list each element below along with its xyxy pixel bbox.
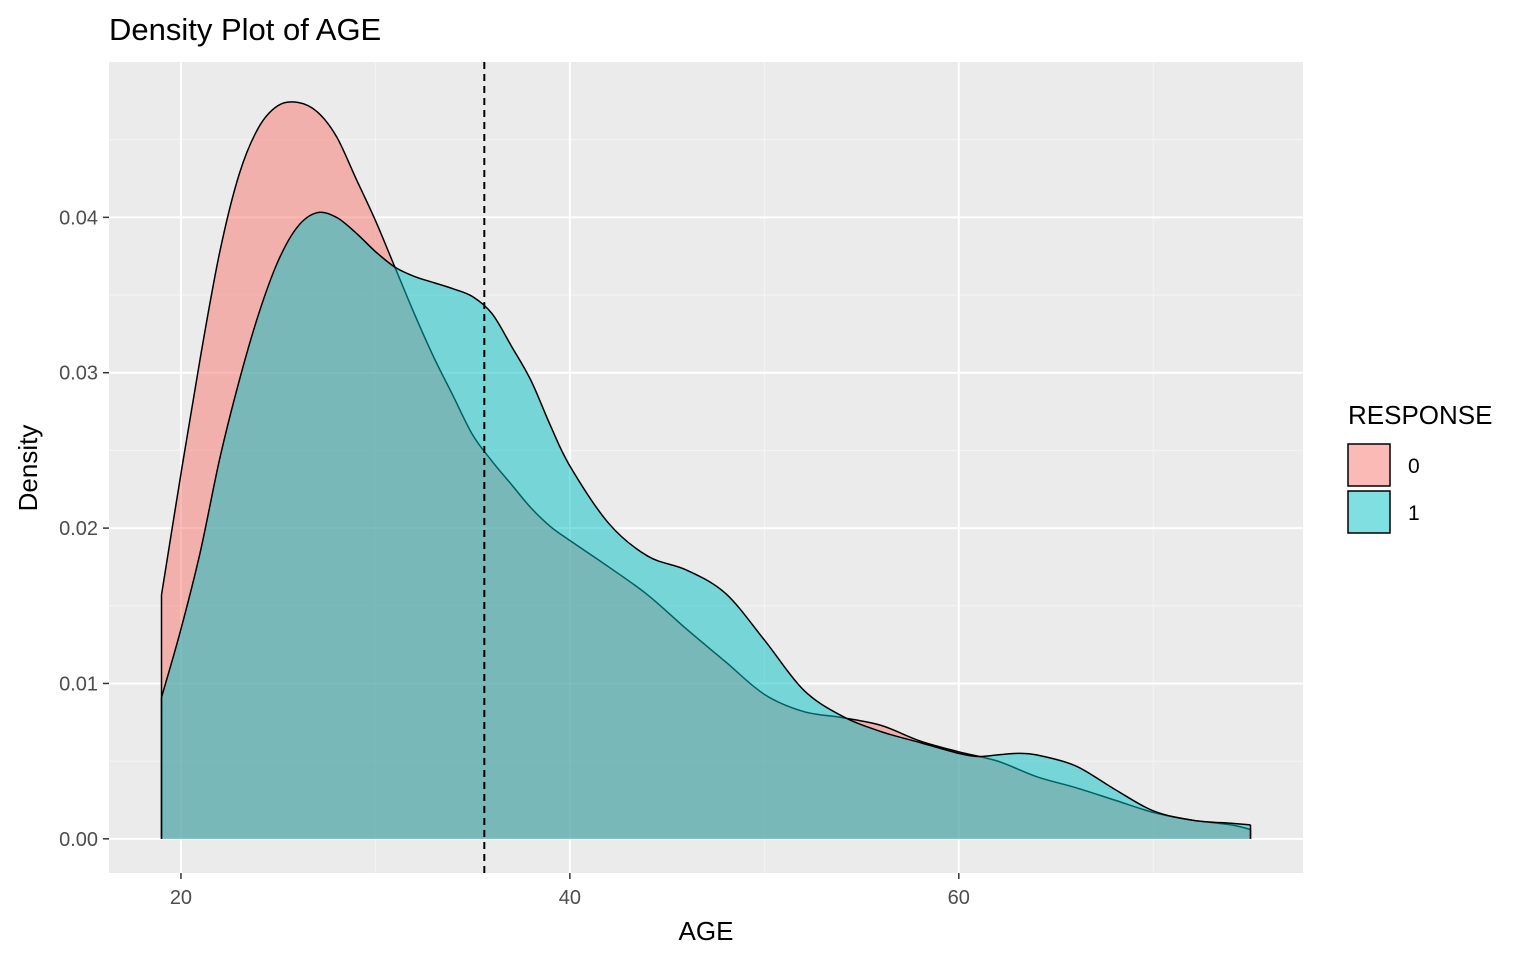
legend-key-0 [1347, 443, 1391, 487]
x-tick-label: 60 [948, 887, 970, 909]
series-layer [160, 101, 1252, 839]
y-tick-label: 0.03 [59, 363, 98, 385]
y-tick-label: 0.01 [59, 673, 98, 695]
legend-key-1 [1347, 490, 1391, 534]
x-axis-title: AGE [679, 916, 734, 946]
y-tick-label: 0.00 [59, 829, 98, 851]
legend: RESPONSE 0 1 [1347, 400, 1493, 534]
x-axis: 20 40 60 [170, 873, 970, 909]
y-tick-label: 0.02 [59, 518, 98, 540]
legend-title: RESPONSE [1348, 400, 1493, 430]
density-area-1 [161, 212, 1251, 839]
x-tick-label: 20 [170, 887, 192, 909]
legend-label-1: 1 [1408, 502, 1420, 525]
y-axis: 0.00 0.01 0.02 0.03 0.04 [59, 207, 109, 851]
density-curve-1 [160, 211, 1251, 826]
legend-label-0: 0 [1408, 455, 1420, 478]
x-tick-label: 40 [559, 887, 581, 909]
chart-title: Density Plot of AGE [109, 12, 381, 47]
y-axis-title: Density [13, 425, 43, 512]
y-tick-label: 0.04 [59, 207, 98, 229]
